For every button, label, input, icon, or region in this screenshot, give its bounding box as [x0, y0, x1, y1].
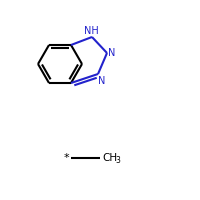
- Text: N: N: [108, 48, 115, 58]
- Text: *: *: [63, 153, 69, 163]
- Text: NH: NH: [84, 26, 98, 36]
- Text: 3: 3: [115, 156, 120, 165]
- Text: N: N: [98, 76, 105, 86]
- Text: CH: CH: [102, 153, 117, 163]
